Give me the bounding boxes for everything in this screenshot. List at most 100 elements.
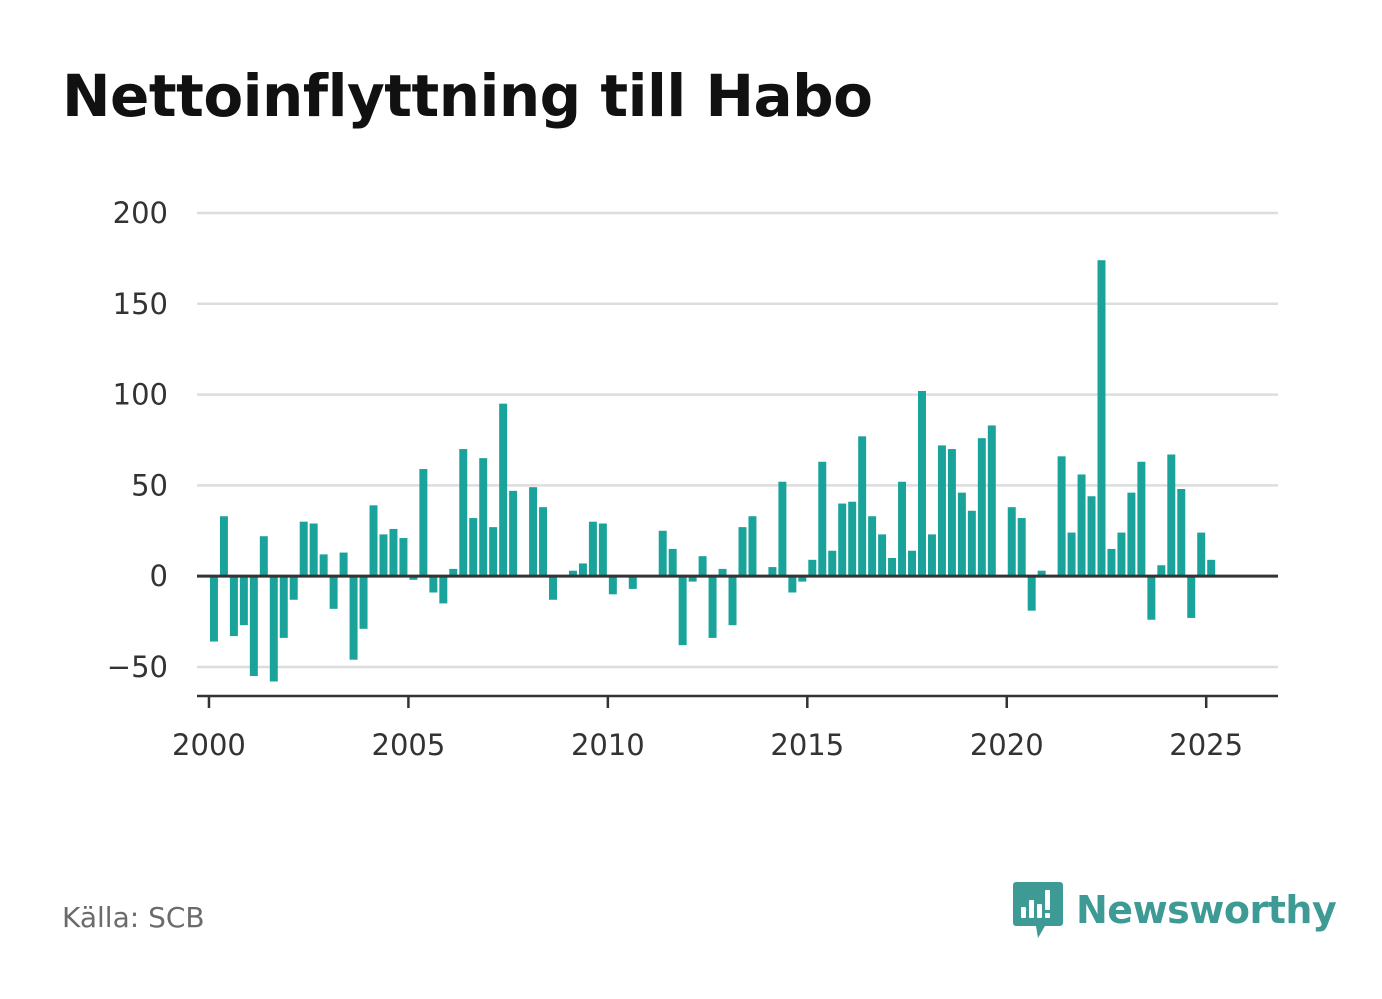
bar xyxy=(728,576,737,626)
bar xyxy=(1157,565,1166,577)
bar xyxy=(1137,461,1146,577)
bar xyxy=(1117,532,1126,577)
bar xyxy=(1007,507,1016,577)
bar xyxy=(499,403,508,577)
bar xyxy=(529,487,538,577)
bar xyxy=(778,481,787,577)
brand[interactable]: Newsworthy xyxy=(1012,880,1337,940)
bar xyxy=(1107,548,1116,577)
bars xyxy=(209,260,1216,682)
bar xyxy=(1077,474,1086,577)
bar xyxy=(539,507,548,577)
bar xyxy=(708,576,717,638)
bar xyxy=(738,527,747,577)
bar xyxy=(209,576,218,642)
bar xyxy=(259,536,268,577)
bar xyxy=(888,558,897,577)
bar xyxy=(479,458,488,577)
y-tick-label: 50 xyxy=(131,468,168,502)
bar xyxy=(808,559,817,577)
bar-chart-speech-bubble-icon xyxy=(1013,882,1063,938)
bar xyxy=(399,538,408,577)
bar xyxy=(1197,532,1206,577)
bar xyxy=(947,449,956,577)
bar xyxy=(449,568,458,577)
bar xyxy=(1037,570,1046,577)
axes xyxy=(197,574,1278,708)
bar xyxy=(927,534,936,577)
bar xyxy=(1177,489,1186,577)
bar xyxy=(1167,454,1176,577)
bar xyxy=(429,576,438,593)
bar xyxy=(389,528,398,577)
x-tick-label: 2015 xyxy=(770,728,844,762)
bar xyxy=(1027,576,1036,611)
bar xyxy=(379,534,388,577)
chart-title: Nettoinflyttning till Habo xyxy=(62,62,873,130)
bar xyxy=(768,567,777,577)
bar xyxy=(828,550,837,577)
bar xyxy=(439,576,448,604)
bar xyxy=(628,576,637,589)
bar xyxy=(668,548,677,577)
bar xyxy=(957,492,966,577)
bar xyxy=(329,576,338,609)
x-tick-labels: 2000 2005 2010 2015 2020 2025 xyxy=(172,728,1243,762)
bar xyxy=(219,516,228,577)
bar xyxy=(1067,532,1076,577)
bar xyxy=(509,490,518,577)
bar xyxy=(788,576,797,593)
bar xyxy=(469,518,478,577)
bar xyxy=(698,556,707,577)
bar xyxy=(349,576,358,660)
x-tick-label: 2000 xyxy=(172,728,246,762)
bar xyxy=(369,505,378,577)
bar xyxy=(588,521,597,577)
bar xyxy=(229,576,238,637)
bar xyxy=(269,576,278,682)
bar xyxy=(239,576,248,626)
gridlines xyxy=(197,211,1278,669)
bar xyxy=(249,576,258,677)
x-tick-label: 2005 xyxy=(372,728,446,762)
y-tick-label: 200 xyxy=(113,196,168,230)
bar xyxy=(489,527,498,577)
bar xyxy=(299,521,308,577)
bar xyxy=(658,530,667,577)
bar xyxy=(908,550,917,577)
bar xyxy=(459,449,468,577)
bar xyxy=(937,445,946,577)
brand-wordmark: Newsworthy xyxy=(1076,888,1337,932)
y-tick-label: 0 xyxy=(150,559,168,593)
y-tick-label: 150 xyxy=(113,287,168,321)
bar xyxy=(309,523,318,577)
bar xyxy=(279,576,288,638)
bar xyxy=(1187,576,1196,618)
bar xyxy=(1207,559,1216,577)
bar xyxy=(688,576,697,582)
bar xyxy=(289,576,298,600)
bar xyxy=(898,481,907,577)
bar xyxy=(409,576,418,580)
bar xyxy=(1097,260,1106,577)
bar xyxy=(858,436,867,577)
bar xyxy=(868,516,877,577)
bar xyxy=(1147,576,1156,620)
bar xyxy=(967,510,976,577)
y-tick-labels: −50 0 50 100 150 200 xyxy=(107,196,168,684)
bar xyxy=(359,576,368,629)
bar xyxy=(878,534,887,577)
bar xyxy=(598,523,607,577)
source-note: Källa: SCB xyxy=(62,901,205,934)
bar xyxy=(419,469,428,577)
bar xyxy=(1057,456,1066,577)
bar xyxy=(578,563,587,577)
y-tick-label: −50 xyxy=(107,650,168,684)
bar xyxy=(1087,496,1096,577)
bar xyxy=(918,390,926,577)
bar xyxy=(608,576,617,595)
bar xyxy=(678,576,687,646)
x-tick-label: 2020 xyxy=(970,728,1044,762)
bar xyxy=(818,461,827,577)
